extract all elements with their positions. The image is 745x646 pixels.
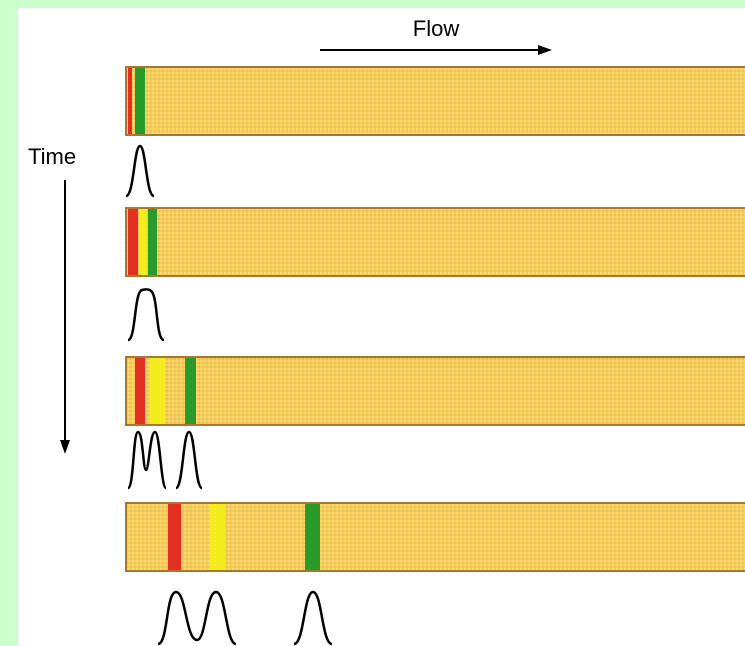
time-arrow	[60, 180, 70, 454]
time-label: Time	[28, 144, 76, 169]
peak	[124, 144, 156, 198]
peak	[293, 590, 333, 646]
peak	[127, 288, 165, 342]
column-3	[125, 356, 745, 426]
column-2	[125, 207, 745, 277]
peak	[157, 590, 237, 646]
flow-arrow	[320, 45, 552, 55]
column-4	[125, 502, 745, 572]
peak	[126, 430, 168, 490]
column-1	[125, 66, 745, 136]
flow-label: Flow	[413, 16, 460, 41]
peak	[174, 430, 204, 490]
